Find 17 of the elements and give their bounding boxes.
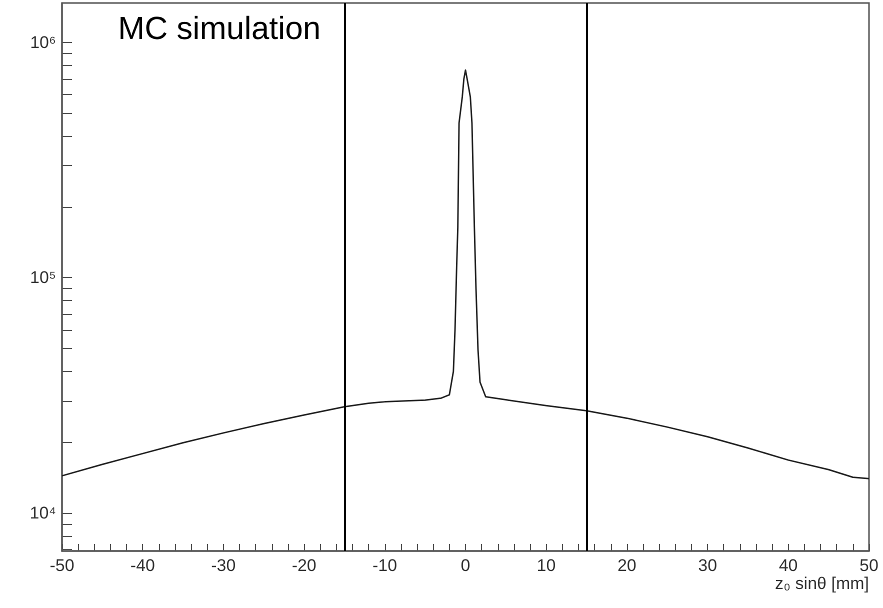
y-tick-label: 10⁵ <box>30 268 56 288</box>
x-tick-label: 30 <box>698 556 718 575</box>
y-tick-label: 10⁶ <box>30 32 56 52</box>
x-tick-label: -40 <box>130 556 155 575</box>
x-tick-label: 50 <box>860 556 878 575</box>
x-tick-label: -30 <box>211 556 236 575</box>
x-tick-label: -50 <box>50 556 74 575</box>
x-tick-label: -20 <box>292 556 316 575</box>
x-tick-label: 40 <box>778 556 798 575</box>
y-tick-label: 10⁴ <box>30 504 56 523</box>
line-series <box>61 69 870 480</box>
x-tick-label: 20 <box>617 556 636 575</box>
annotation: MC simulation <box>118 10 321 46</box>
x-tick-label: 0 <box>460 556 470 575</box>
x-axis-title: z₀ sinθ [mm] <box>775 574 869 593</box>
x-tick-label: 10 <box>536 556 556 575</box>
x-tick-label: -10 <box>372 556 398 575</box>
